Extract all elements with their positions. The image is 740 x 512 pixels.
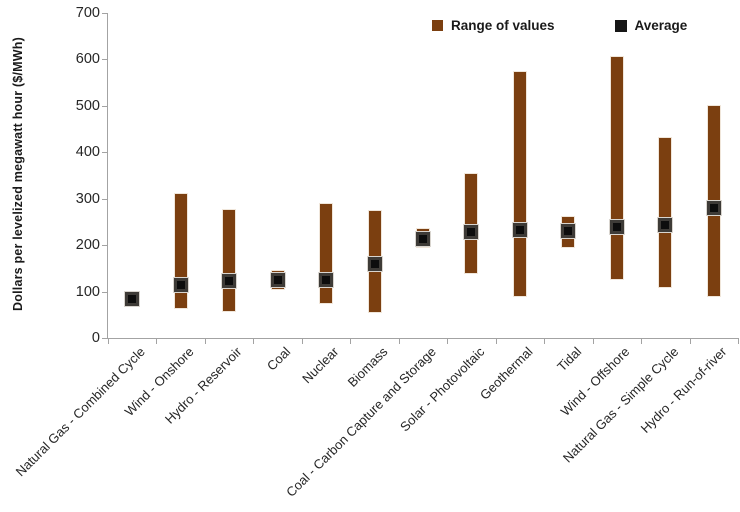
y-tick-mark: [102, 291, 107, 293]
y-tick-label: 600: [75, 51, 100, 68]
average-marker: [560, 223, 577, 240]
range-bar: [464, 172, 479, 274]
x-tick-mark: [592, 339, 594, 344]
y-tick-label: 300: [75, 190, 100, 207]
range-of-values-swatch-icon: [432, 20, 443, 31]
y-tick-mark: [102, 338, 107, 339]
y-tick-mark: [102, 13, 107, 14]
y-tick-label: 500: [75, 97, 100, 114]
x-category-label-text: Hydro - Run-of-river: [637, 344, 730, 436]
range-bar: [222, 208, 237, 313]
legend: Range of values Average: [432, 18, 687, 33]
y-tick-label: 0: [91, 330, 100, 346]
x-tick-mark: [738, 339, 739, 344]
average-marker: [511, 221, 528, 238]
legend-label-average: Average: [634, 18, 688, 33]
x-tick-mark: [544, 339, 546, 344]
x-tick-mark: [641, 339, 643, 344]
average-marker: [124, 291, 141, 308]
x-tick-mark: [495, 339, 497, 344]
legend-label-range-of-values: Range of values: [451, 18, 555, 33]
average-marker: [221, 272, 238, 289]
average-marker: [269, 272, 286, 289]
x-tick-mark: [156, 339, 158, 344]
legend-item-range-of-values: Range of values: [432, 18, 555, 33]
x-category-label-text: Nuclear: [299, 344, 342, 387]
y-tick-label: 400: [75, 144, 100, 161]
y-tick-label: 100: [75, 283, 100, 300]
y-tick-mark: [102, 59, 107, 61]
average-marker: [705, 199, 722, 216]
average-marker: [608, 218, 625, 235]
range-bar: [512, 71, 527, 298]
x-tick-mark: [253, 339, 255, 344]
x-axis-line: [103, 338, 739, 339]
x-tick-mark: [689, 339, 691, 344]
legend-item-average: Average: [614, 18, 688, 33]
y-tick-mark: [102, 245, 107, 247]
average-marker: [366, 255, 383, 272]
y-tick-mark: [102, 105, 107, 107]
range-bar: [658, 137, 673, 288]
x-category-label-text: Solar - Photovoltaic: [396, 344, 488, 435]
y-tick-label: 700: [75, 5, 100, 21]
x-tick-mark: [350, 339, 352, 344]
range-bar: [319, 202, 334, 305]
average-marker: [657, 217, 674, 234]
x-tick-mark: [204, 339, 206, 344]
x-tick-mark: [108, 339, 109, 344]
y-axis-title: Dollars per levelized megawatt hour ($/M…: [11, 37, 25, 311]
range-bar: [609, 56, 624, 281]
y-axis-line: [107, 13, 108, 339]
y-tick-label: 200: [75, 237, 100, 254]
x-tick-mark: [398, 339, 400, 344]
x-category-label-text: Tidal: [553, 344, 584, 375]
x-category-label-text: Biomass: [344, 344, 391, 390]
y-tick-mark: [102, 152, 107, 154]
average-marker: [172, 277, 189, 294]
average-marker: [415, 231, 431, 248]
average-marker: [463, 224, 480, 241]
x-tick-mark: [301, 339, 303, 344]
average-marker: [318, 271, 335, 288]
x-category-label-text: Coal: [263, 344, 294, 374]
average-swatch-icon: [614, 19, 627, 32]
y-tick-mark: [102, 198, 107, 200]
x-tick-mark: [447, 339, 449, 344]
